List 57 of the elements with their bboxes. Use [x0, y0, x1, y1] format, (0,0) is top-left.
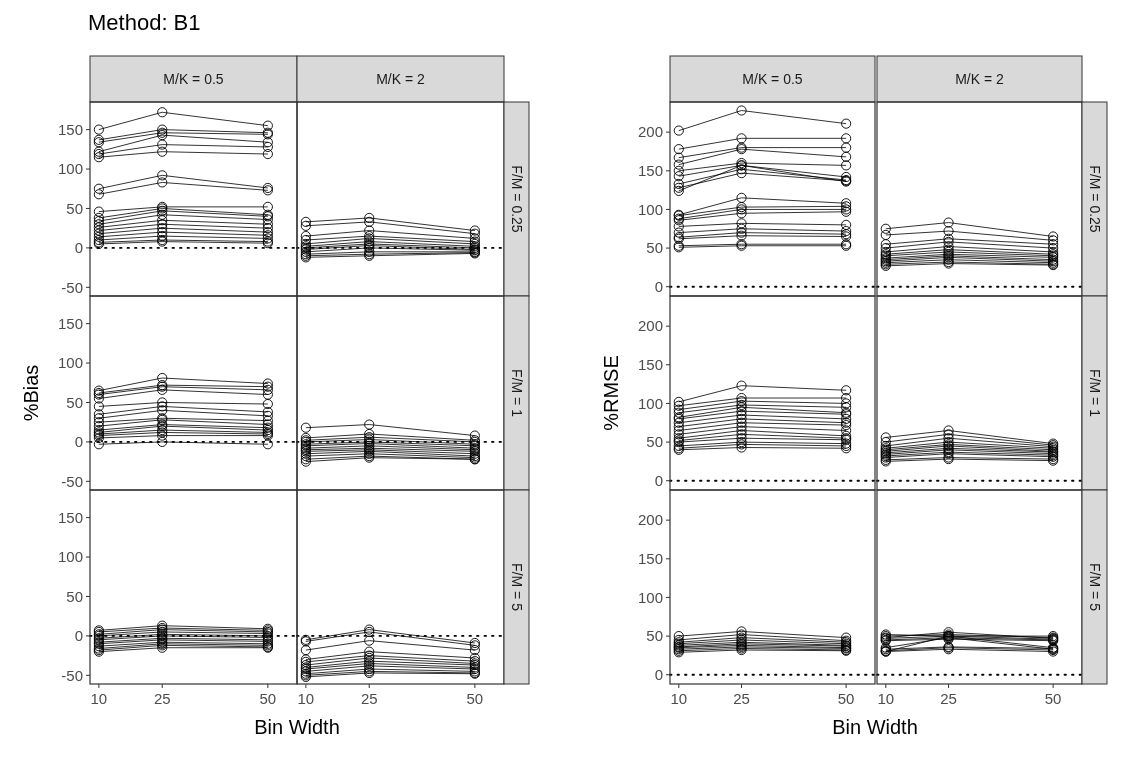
- y-tick-label: -50: [61, 472, 83, 490]
- y-tick-label: 150: [57, 314, 83, 332]
- x-axis-title: Bin Width: [832, 716, 918, 738]
- y-tick-label: 0: [74, 433, 83, 451]
- x-tick-label: 10: [670, 690, 688, 707]
- y-tick-label: 50: [646, 433, 663, 451]
- chart-title: M/K = 0.5: [163, 71, 224, 87]
- text: F/M = 5: [1086, 563, 1103, 612]
- y-tick-label: 0: [654, 277, 663, 295]
- x-tick-label: 10: [297, 690, 315, 707]
- x-tick-label: 50: [1044, 690, 1062, 707]
- y-tick-label: 150: [637, 550, 663, 568]
- y-tick-label: 50: [646, 627, 663, 645]
- y-tick-label: 100: [57, 354, 83, 372]
- x-tick-label: 25: [360, 690, 378, 707]
- text: F/M = 1: [1086, 369, 1103, 418]
- x-tick-label: 25: [153, 690, 171, 707]
- chart-title: M/K = 0.5: [742, 71, 803, 87]
- y-tick-label: 0: [74, 627, 83, 645]
- y-tick-label: 200: [637, 317, 663, 335]
- text: F/M = 5: [508, 563, 525, 612]
- x-tick-label: 50: [259, 690, 277, 707]
- y-tick-label: 100: [57, 160, 83, 178]
- text: F/M = 1: [508, 369, 525, 418]
- x-tick-label: 10: [90, 690, 108, 707]
- y-tick-label: 100: [637, 588, 663, 606]
- x-tick-label: 50: [837, 690, 855, 707]
- x-tick-label: 25: [733, 690, 750, 707]
- chart-title: M/K = 2: [955, 71, 1005, 87]
- y-tick-label: -50: [61, 666, 83, 684]
- x-tick-label: 25: [940, 690, 957, 707]
- text: F/M = 0.25: [1086, 165, 1103, 233]
- y-tick-label: 100: [57, 548, 83, 566]
- y-tick-label: 150: [637, 162, 663, 180]
- y-tick-label: 0: [654, 665, 663, 683]
- y-tick-label: 100: [637, 200, 663, 218]
- y-tick-label: 150: [637, 356, 663, 374]
- y-tick-label: -50: [61, 278, 83, 296]
- chart-title: M/K = 2: [376, 71, 426, 87]
- x-axis-title: Bin Width: [254, 716, 340, 738]
- x-tick-label: 50: [466, 690, 484, 707]
- text: Method: B1: [88, 10, 201, 35]
- y-tick-label: 50: [66, 199, 83, 217]
- y-tick-label: 50: [66, 587, 83, 605]
- y-tick-label: 150: [57, 120, 83, 138]
- y-tick-label: 150: [57, 508, 83, 526]
- x-tick-label: 10: [877, 690, 895, 707]
- text: F/M = 0.25: [508, 165, 525, 233]
- y-axis-title: %RMSE: [600, 355, 622, 431]
- y-tick-label: 200: [637, 123, 663, 141]
- y-tick-label: 0: [654, 471, 663, 489]
- y-tick-label: 50: [66, 393, 83, 411]
- y-tick-label: 0: [74, 239, 83, 257]
- y-axis-title: %Bias: [20, 364, 42, 422]
- y-tick-label: 50: [646, 239, 663, 257]
- y-tick-label: 200: [637, 511, 663, 529]
- y-tick-label: 100: [637, 394, 663, 412]
